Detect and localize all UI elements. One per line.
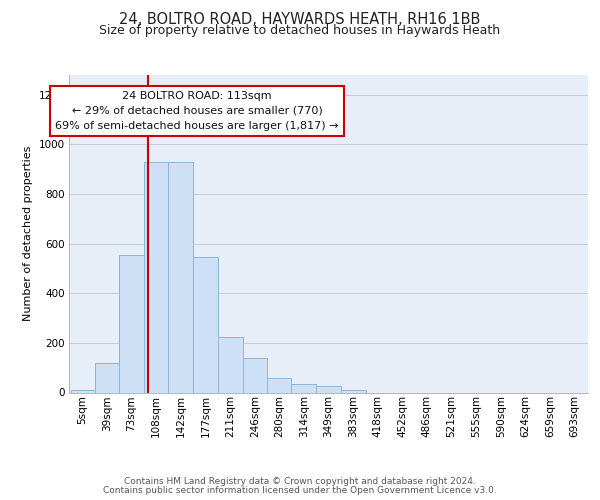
Text: 24 BOLTRO ROAD: 113sqm
← 29% of detached houses are smaller (770)
69% of semi-de: 24 BOLTRO ROAD: 113sqm ← 29% of detached… [55, 91, 339, 131]
Text: Contains public sector information licensed under the Open Government Licence v3: Contains public sector information licen… [103, 486, 497, 495]
Bar [193, 258, 218, 392]
Bar [292, 384, 316, 392]
Text: Size of property relative to detached houses in Haywards Heath: Size of property relative to detached ho… [100, 24, 500, 37]
Bar [144, 162, 168, 392]
Bar [218, 336, 242, 392]
Bar [341, 390, 365, 392]
Bar [71, 390, 95, 392]
Y-axis label: Number of detached properties: Number of detached properties [23, 146, 33, 322]
Bar [95, 362, 119, 392]
Bar [119, 255, 144, 392]
Bar [267, 378, 291, 392]
Text: 24, BOLTRO ROAD, HAYWARDS HEATH, RH16 1BB: 24, BOLTRO ROAD, HAYWARDS HEATH, RH16 1B… [119, 12, 481, 28]
Bar [316, 386, 341, 392]
Bar [243, 358, 267, 392]
Text: Contains HM Land Registry data © Crown copyright and database right 2024.: Contains HM Land Registry data © Crown c… [124, 478, 476, 486]
Bar [169, 162, 193, 392]
